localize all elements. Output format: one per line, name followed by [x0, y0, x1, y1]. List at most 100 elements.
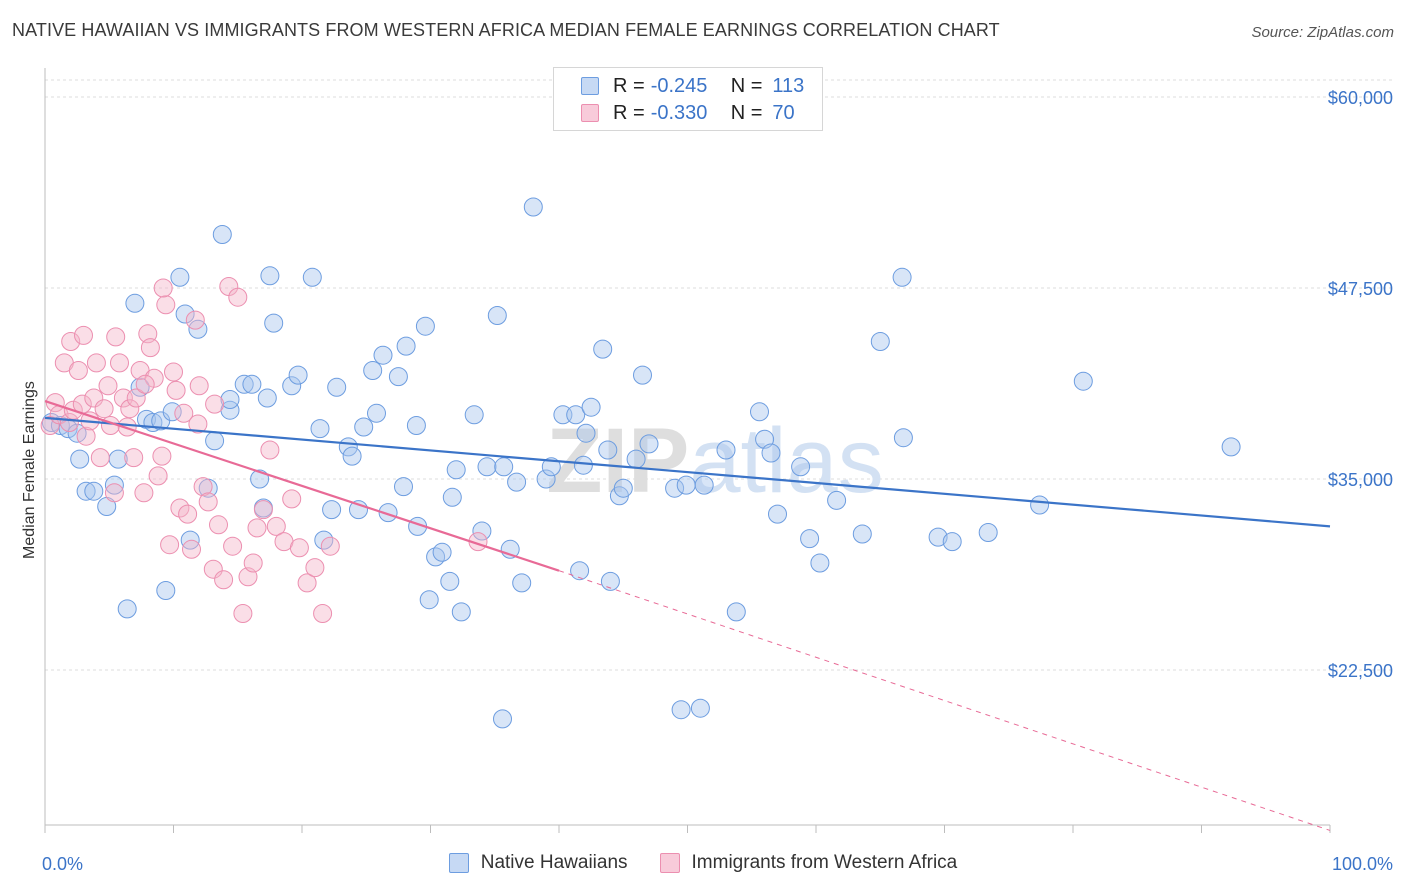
- point-immigrant-western-africa: [166, 380, 186, 400]
- point-native-hawaiian: [566, 405, 586, 425]
- n-value: 113: [772, 74, 805, 97]
- r-value: -0.330: [650, 101, 708, 124]
- series-immigrants-western-africa: [40, 277, 488, 623]
- r-value: -0.245: [650, 74, 708, 97]
- point-immigrant-western-africa: [305, 558, 325, 578]
- point-native-hawaiian: [536, 469, 556, 489]
- point-native-hawaiian: [212, 225, 232, 244]
- point-immigrant-western-africa: [198, 492, 218, 512]
- point-immigrant-western-africa: [320, 536, 340, 556]
- point-immigrant-western-africa: [203, 559, 223, 579]
- point-immigrant-western-africa: [74, 325, 93, 345]
- point-immigrant-western-africa: [160, 535, 180, 555]
- point-native-hawaiian: [523, 197, 543, 217]
- point-immigrant-western-africa: [86, 353, 106, 373]
- point-native-hawaiian: [327, 377, 347, 397]
- point-native-hawaiian: [472, 521, 492, 541]
- x-tick-label: 100.0%: [1332, 854, 1393, 874]
- point-native-hawaiian: [1073, 371, 1093, 391]
- point-immigrant-western-africa: [189, 376, 209, 396]
- point-native-hawaiian: [363, 361, 383, 380]
- point-native-hawaiian: [220, 390, 240, 409]
- point-immigrant-western-africa: [297, 573, 317, 593]
- point-immigrant-western-africa: [153, 278, 173, 298]
- y-tick-label: $60,000: [1328, 88, 1393, 108]
- point-native-hawaiian: [598, 440, 618, 460]
- point-native-hawaiian: [188, 319, 208, 339]
- point-native-hawaiian: [893, 428, 913, 448]
- point-native-hawaiian: [175, 304, 195, 324]
- point-immigrant-western-africa: [152, 446, 172, 466]
- point-native-hawaiian: [694, 475, 714, 495]
- point-native-hawaiian: [626, 449, 646, 469]
- point-native-hawaiian: [768, 504, 787, 524]
- point-immigrant-western-africa: [98, 376, 118, 396]
- trend-line-solid: [44, 416, 1331, 528]
- point-immigrant-western-africa: [156, 295, 176, 315]
- point-native-hawaiian: [342, 446, 362, 466]
- point-immigrant-western-africa: [104, 483, 124, 503]
- point-native-hawaiian: [800, 529, 820, 549]
- point-native-hawaiian: [570, 561, 590, 581]
- point-native-hawaiian: [419, 590, 439, 610]
- point-native-hawaiian: [493, 709, 512, 729]
- point-native-hawaiian: [761, 443, 781, 463]
- legend-label: Immigrants from Western Africa: [691, 852, 958, 873]
- point-native-hawaiian: [234, 374, 254, 394]
- point-immigrant-western-africa: [106, 327, 126, 347]
- point-native-hawaiian: [257, 388, 277, 408]
- series-native-hawaiians: [41, 197, 1241, 729]
- n-value: 70: [772, 101, 795, 124]
- point-immigrant-western-africa: [135, 374, 155, 394]
- point-native-hawaiian: [870, 332, 890, 351]
- point-immigrant-western-africa: [260, 440, 280, 460]
- correlation-legend: R = -0.245 N = 113 R = -0.330 N = 70: [553, 67, 823, 131]
- point-immigrant-western-africa: [209, 515, 228, 535]
- point-immigrant-western-africa: [233, 604, 253, 623]
- point-native-hawaiian: [170, 267, 190, 287]
- point-immigrant-western-africa: [90, 448, 110, 468]
- point-native-hawaiian: [541, 457, 561, 477]
- point-native-hawaiian: [205, 431, 225, 451]
- point-native-hawaiian: [406, 416, 426, 435]
- point-immigrant-western-africa: [313, 604, 333, 623]
- tick-labels: $22,500 $35,000 $47,500 $60,000 0.0% 100.0%: [42, 88, 1393, 874]
- point-immigrant-western-africa: [126, 388, 146, 408]
- point-native-hawaiian: [310, 419, 330, 439]
- point-immigrant-western-africa: [289, 538, 309, 558]
- point-immigrant-western-africa: [182, 539, 201, 559]
- point-native-hawaiian: [573, 455, 593, 475]
- trend-line-dashed: [558, 570, 1331, 831]
- point-immigrant-western-africa: [223, 536, 243, 556]
- point-immigrant-western-africa: [174, 403, 194, 423]
- y-tick-label: $47,500: [1328, 279, 1393, 299]
- point-native-hawaiian: [432, 542, 452, 562]
- point-immigrant-western-africa: [117, 417, 137, 437]
- point-immigrant-western-africa: [84, 388, 104, 408]
- r-label: R =: [613, 101, 645, 124]
- point-native-hawaiian: [726, 602, 746, 622]
- point-native-hawaiian: [716, 440, 736, 460]
- point-native-hawaiian: [70, 449, 90, 469]
- point-immigrant-western-africa: [188, 414, 208, 434]
- point-native-hawaiian: [613, 478, 633, 498]
- point-immigrant-western-africa: [228, 287, 248, 307]
- legend-item-immigrants: Immigrants from Western Africa: [659, 852, 958, 874]
- point-immigrant-western-africa: [243, 553, 263, 573]
- axes: [44, 68, 1331, 833]
- n-label: N =: [730, 74, 763, 97]
- point-native-hawaiian: [487, 306, 507, 325]
- point-immigrant-western-africa: [134, 483, 154, 503]
- point-native-hawaiian: [581, 397, 601, 417]
- point-native-hawaiian: [396, 336, 416, 356]
- legend-row-immigrants: R = -0.330 N = 70: [554, 99, 795, 127]
- point-native-hawaiian: [750, 402, 769, 422]
- source-credit: Source: ZipAtlas.com: [1251, 24, 1394, 41]
- point-immigrant-western-africa: [282, 489, 302, 509]
- trend-line-solid: [44, 400, 560, 572]
- point-native-hawaiian: [104, 475, 124, 495]
- point-native-hawaiian: [264, 313, 284, 333]
- point-native-hawaiian: [464, 405, 484, 425]
- point-native-hawaiian: [928, 527, 948, 547]
